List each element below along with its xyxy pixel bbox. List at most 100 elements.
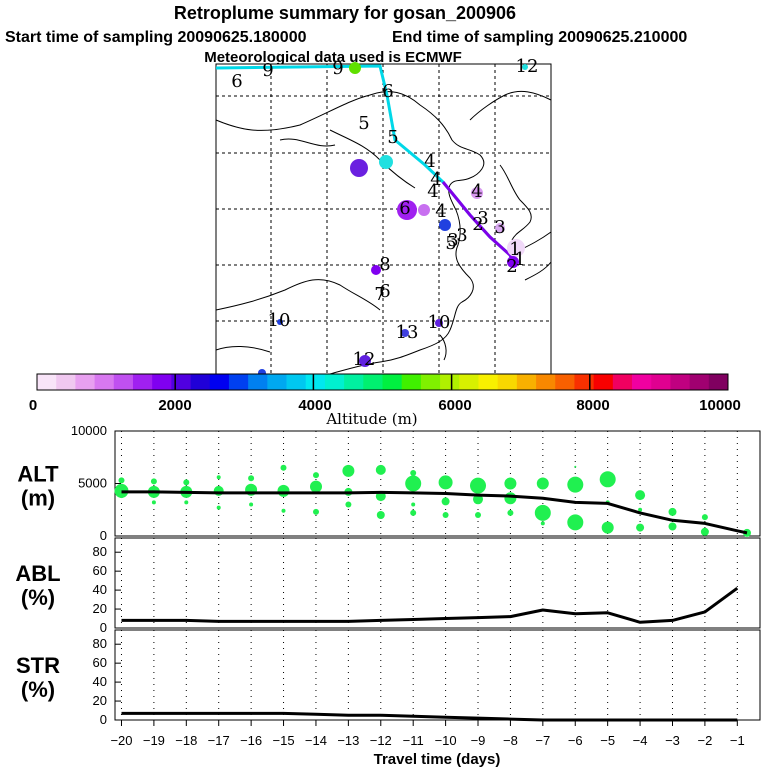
x-tick-label: −1 bbox=[730, 733, 745, 748]
map-number-label: 12 bbox=[516, 56, 539, 77]
altitude-dot bbox=[118, 492, 125, 499]
altitude-dot bbox=[150, 478, 157, 485]
y-tick-label: 40 bbox=[93, 674, 107, 689]
panel-label: STR bbox=[16, 653, 60, 678]
colorbar-swatch bbox=[56, 374, 76, 390]
altitude-dot bbox=[442, 512, 449, 518]
plume-dot bbox=[507, 256, 519, 268]
plume-dot bbox=[397, 200, 417, 220]
colorbar-swatch bbox=[593, 374, 614, 390]
map-number-label: 3 bbox=[494, 217, 505, 238]
map-number-label: 2 bbox=[506, 256, 517, 277]
x-tick-label: −6 bbox=[568, 733, 583, 748]
x-tick-label: −20 bbox=[110, 733, 132, 748]
altitude-dot bbox=[184, 500, 189, 505]
map-number-label: 13 bbox=[396, 322, 419, 343]
altitude-dot bbox=[635, 490, 646, 501]
map-number-label: 2 bbox=[472, 214, 483, 235]
altitude-dot bbox=[411, 502, 416, 507]
colorbar-frame bbox=[36, 373, 729, 391]
x-tick-label: −4 bbox=[633, 733, 648, 748]
x-tick-label: −18 bbox=[175, 733, 197, 748]
plume-dot bbox=[439, 219, 451, 231]
x-tick-label: −9 bbox=[471, 733, 486, 748]
panel-unit: (%) bbox=[21, 585, 55, 610]
colorbar-swatch bbox=[132, 374, 153, 390]
colorbar-swatch bbox=[363, 374, 383, 390]
panel-abl: 80 60 40 20 0 ABL(%) bbox=[15, 537, 761, 635]
altitude-dot bbox=[700, 527, 709, 536]
altitude-dot bbox=[118, 477, 125, 484]
altitude-dot bbox=[375, 464, 386, 475]
altitude-dot bbox=[313, 508, 319, 515]
x-tick-label: −16 bbox=[240, 733, 262, 748]
y-tick-label: 5000 bbox=[78, 476, 107, 491]
altitude-dot bbox=[599, 471, 616, 488]
x-tick-label: −12 bbox=[370, 733, 392, 748]
colorbar-label: Altitude (m) bbox=[325, 410, 417, 428]
colorbar-tick: 0 bbox=[29, 397, 37, 414]
panel-alt: 10000 5000 0 ALT(m) bbox=[17, 423, 761, 543]
colorbar-swatch bbox=[612, 374, 633, 390]
series-line-abl bbox=[121, 586, 739, 624]
altitude-dot bbox=[216, 505, 221, 510]
map-number-label: 3 bbox=[477, 208, 488, 229]
plume-dots bbox=[258, 62, 528, 377]
series-line-str bbox=[121, 711, 738, 722]
colorbar-swatch bbox=[324, 374, 345, 390]
y-tick-label: 80 bbox=[93, 636, 107, 651]
colorbar-swatch bbox=[94, 374, 115, 390]
altitude-dot bbox=[151, 500, 156, 505]
plume-dot bbox=[349, 62, 361, 74]
altitude-dot bbox=[668, 507, 677, 516]
colorbar-swatch bbox=[516, 374, 537, 390]
colorbar-swatch bbox=[171, 374, 191, 390]
x-tick-label: −13 bbox=[337, 733, 359, 748]
colorbar-swatch bbox=[708, 374, 729, 390]
x-tick-label: −11 bbox=[403, 733, 424, 748]
altitude-dot bbox=[410, 470, 417, 476]
map-number-label: 5 bbox=[387, 127, 398, 148]
plume-dot bbox=[418, 204, 430, 216]
y-tick-label: 40 bbox=[93, 582, 107, 597]
x-tick-label: −19 bbox=[143, 733, 165, 748]
altitude-dot bbox=[701, 514, 708, 521]
map-number-label: 4 bbox=[424, 151, 435, 172]
altitude-dot bbox=[376, 511, 385, 519]
map-number-label: 1 bbox=[509, 239, 520, 260]
x-tick-label: −5 bbox=[600, 733, 615, 748]
altitude-dot bbox=[567, 514, 584, 531]
plume-dot bbox=[401, 329, 409, 337]
colorbar-swatch bbox=[248, 374, 268, 390]
altitude-dot bbox=[441, 497, 450, 506]
map-number-label: 7 bbox=[374, 284, 385, 305]
map-number-label: 9 bbox=[332, 58, 343, 79]
colorbar-swatch bbox=[209, 374, 230, 390]
colorbar-swatch bbox=[286, 374, 307, 390]
map-number-label: 6 bbox=[231, 71, 242, 92]
altitude-dot bbox=[248, 475, 255, 482]
altitude-dot bbox=[438, 475, 453, 490]
colorbar-swatch bbox=[113, 374, 134, 390]
colorbar-swatch bbox=[420, 374, 441, 390]
map-number-label: 12 bbox=[353, 349, 376, 370]
colorbar-swatch bbox=[401, 374, 422, 390]
x-tick-label: −3 bbox=[665, 733, 680, 748]
colorbar-swatch bbox=[382, 374, 403, 390]
x-tick-label: −10 bbox=[435, 733, 457, 748]
colorbar-swatch bbox=[267, 374, 287, 390]
plume-dot bbox=[522, 64, 528, 70]
plume-dot bbox=[471, 187, 483, 199]
colorbar-ticks: 0 2000 4000 6000 8000 10000 bbox=[29, 397, 741, 414]
map-number-label: 10 bbox=[428, 312, 451, 333]
colorbar-tick: 4000 bbox=[298, 397, 331, 414]
altitude-dot bbox=[567, 476, 584, 493]
altitude-dot bbox=[249, 502, 254, 507]
x-tick-label: −2 bbox=[697, 733, 712, 748]
figure-title: Retroplume summary for gosan_200906 bbox=[174, 3, 516, 23]
altitude-dot bbox=[281, 508, 286, 513]
colorbar-swatch bbox=[75, 374, 95, 390]
y-tick-label: 0 bbox=[100, 712, 107, 727]
start-time-text: Start time of sampling 20090625.180000 bbox=[5, 29, 307, 46]
